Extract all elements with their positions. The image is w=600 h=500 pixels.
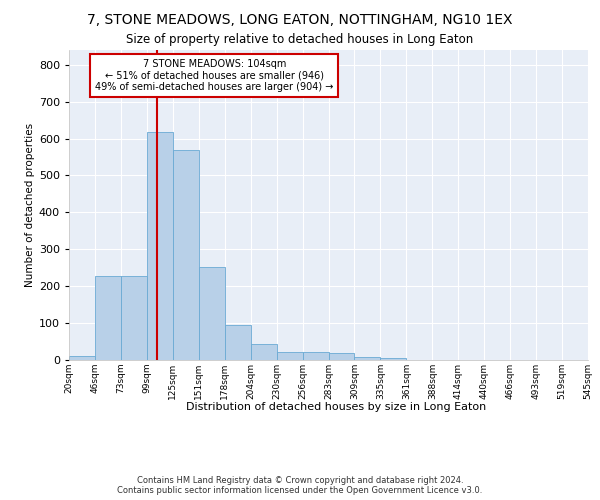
Text: Contains HM Land Registry data © Crown copyright and database right 2024.
Contai: Contains HM Land Registry data © Crown c… [118, 476, 482, 495]
Text: 7, STONE MEADOWS, LONG EATON, NOTTINGHAM, NG10 1EX: 7, STONE MEADOWS, LONG EATON, NOTTINGHAM… [87, 12, 513, 26]
Bar [355, 356, 380, 360]
Bar [251, 344, 277, 360]
Bar [95, 276, 121, 360]
Bar [147, 132, 173, 360]
Y-axis label: Number of detached properties: Number of detached properties [25, 123, 35, 287]
Bar [69, 356, 95, 360]
Bar [225, 325, 251, 360]
Bar [380, 358, 406, 360]
Bar [199, 267, 224, 360]
Bar [173, 150, 199, 360]
Text: Size of property relative to detached houses in Long Eaton: Size of property relative to detached ho… [127, 32, 473, 46]
Text: 7 STONE MEADOWS: 104sqm
← 51% of detached houses are smaller (946)
49% of semi-d: 7 STONE MEADOWS: 104sqm ← 51% of detache… [95, 60, 334, 92]
Bar [121, 276, 147, 360]
Text: Distribution of detached houses by size in Long Eaton: Distribution of detached houses by size … [186, 402, 486, 412]
Bar [277, 352, 302, 360]
Bar [302, 352, 329, 360]
Bar [329, 354, 355, 360]
